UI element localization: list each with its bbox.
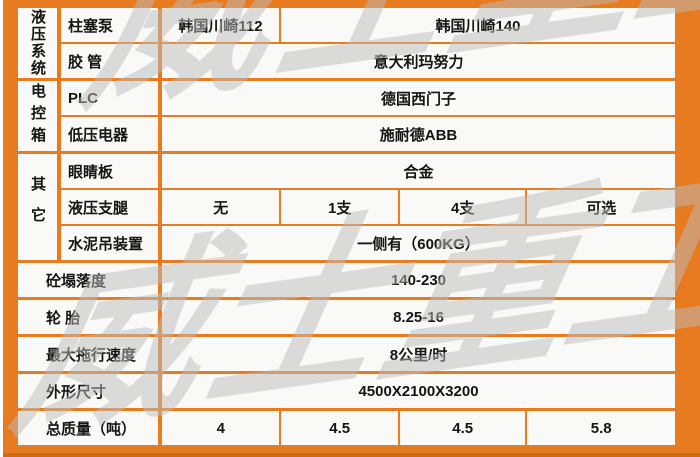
row-slump: 砼塌落度 140-230: [18, 263, 675, 297]
row-value: 8.25-16: [162, 300, 675, 334]
rowgroup-electric: 电控箱: [18, 81, 57, 151]
row-label: PLC: [61, 81, 158, 115]
row-label: 轮 胎: [18, 300, 158, 334]
row-value: 4支: [399, 190, 526, 224]
row-label: 液压支腿: [61, 190, 158, 224]
row-plunger-pump: 柱塞泵 韩国川崎112 韩国川崎140: [61, 8, 675, 42]
row-value: 合金: [162, 154, 675, 188]
section-dimensions: 外形尺寸 4500X2100X3200: [18, 374, 675, 408]
row-value: 4.5: [399, 411, 526, 445]
row-value: 韩国川崎140: [281, 8, 675, 42]
row-value: 1支: [281, 190, 398, 224]
row-label: 柱塞泵: [61, 8, 158, 42]
section-total-mass: 总质量（吨） 4 4.5 4.5 5.8: [18, 411, 675, 445]
spec-table-frame: 液压系统 柱塞泵 韩国川崎112 韩国川崎140 胶 管 意大利玛努力: [3, 0, 700, 457]
row-value: 4: [162, 411, 280, 445]
rowgroup-electric-label: 电控箱: [29, 83, 46, 149]
rowgroup-other: 其它: [18, 154, 57, 260]
row-eye-plate: 眼睛板 合金: [61, 154, 675, 188]
rowgroup-other-label: 其它: [29, 176, 46, 238]
row-value: 8公里/时: [162, 337, 675, 371]
rowgroup-hydraulic: 液压系统: [18, 8, 57, 78]
row-label: 水泥吊装置: [61, 226, 158, 260]
row-value: 4.5: [281, 411, 398, 445]
row-label: 低压电器: [61, 117, 158, 151]
row-value: 可选: [527, 190, 675, 224]
row-value: 意大利玛努力: [162, 44, 675, 78]
rowgroup-hydraulic-label: 液压系统: [29, 9, 46, 77]
row-label: 外形尺寸: [18, 374, 158, 408]
row-outriggers: 液压支腿 无 1支 4支 可选: [61, 190, 675, 224]
section-tire: 轮 胎 8.25-16: [18, 300, 675, 334]
row-value: 韩国川崎112: [162, 8, 279, 42]
section-other: 其它 眼睛板 合金 液压支腿 无 1支 4支 可选 水泥吊装置: [18, 154, 675, 260]
row-value: 一侧有（600KG）: [162, 226, 675, 260]
row-label: 胶 管: [61, 44, 158, 78]
row-value: 施耐德ABB: [162, 117, 675, 151]
row-hose: 胶 管 意大利玛努力: [61, 44, 675, 78]
spec-table: 液压系统 柱塞泵 韩国川崎112 韩国川崎140 胶 管 意大利玛努力: [18, 8, 675, 447]
section-slump: 砼塌落度 140-230: [18, 263, 675, 297]
row-label: 最大拖行速度: [18, 337, 158, 371]
row-label: 总质量（吨）: [18, 411, 158, 445]
row-total-mass: 总质量（吨） 4 4.5 4.5 5.8: [18, 411, 675, 445]
row-dimensions: 外形尺寸 4500X2100X3200: [18, 374, 675, 408]
row-low-voltage: 低压电器 施耐德ABB: [61, 117, 675, 151]
section-hydraulic: 液压系统 柱塞泵 韩国川崎112 韩国川崎140 胶 管 意大利玛努力: [18, 8, 675, 78]
row-value: 5.8: [527, 411, 675, 445]
frame-bottom-edge: [3, 453, 700, 457]
row-value: 4500X2100X3200: [162, 374, 675, 408]
row-value: 德国西门子: [162, 81, 675, 115]
row-label: 砼塌落度: [18, 263, 158, 297]
row-value: 140-230: [162, 263, 675, 297]
row-tow-speed: 最大拖行速度 8公里/时: [18, 337, 675, 371]
section-tow-speed: 最大拖行速度 8公里/时: [18, 337, 675, 371]
row-label: 眼睛板: [61, 154, 158, 188]
row-tire: 轮 胎 8.25-16: [18, 300, 675, 334]
row-plc: PLC 德国西门子: [61, 81, 675, 115]
row-cement-hoist: 水泥吊装置 一侧有（600KG）: [61, 226, 675, 260]
row-value: 无: [162, 190, 280, 224]
section-electric: 电控箱 PLC 德国西门子 低压电器 施耐德ABB: [18, 81, 675, 151]
